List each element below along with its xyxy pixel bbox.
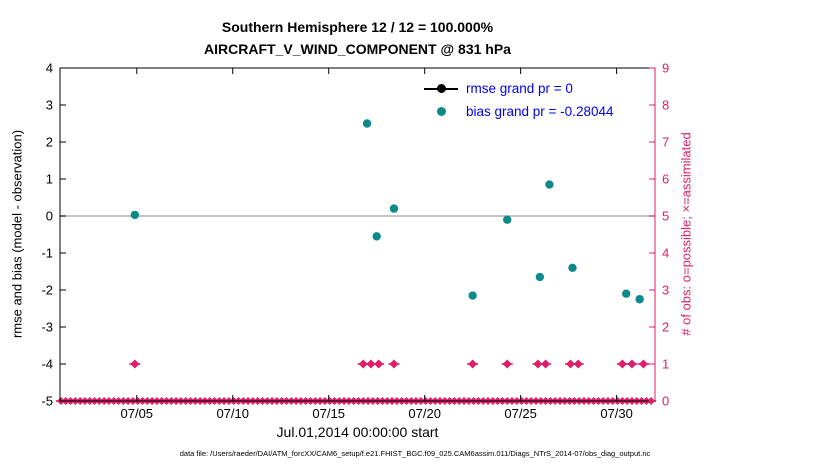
svg-text:5: 5 [662, 209, 669, 224]
svg-text:0: 0 [46, 209, 53, 224]
bias-dot-marker-icon [424, 107, 458, 117]
chart-subtitle: AIRCRAFT_V_WIND_COMPONENT @ 831 hPa [204, 41, 511, 57]
svg-text:07/15: 07/15 [312, 406, 345, 421]
legend-label-rmse: rmse grand pr = 0 [466, 81, 573, 96]
right-axis-label: # of obs: o=possible; ×=assimilated [678, 132, 694, 336]
right-axis-ticks: 0 1 2 3 4 5 6 7 8 9 [649, 61, 669, 409]
svg-text:-5: -5 [41, 394, 53, 409]
x-axis-label: Jul.01,2014 00:00:00 start [276, 424, 439, 440]
svg-text:3: 3 [46, 98, 53, 113]
svg-text:07/25: 07/25 [504, 406, 537, 421]
rmse-line-marker-icon [424, 84, 458, 94]
svg-text:9: 9 [662, 61, 669, 76]
svg-text:3: 3 [662, 283, 669, 298]
chart-title: Southern Hemisphere 12 / 12 = 100.000% [221, 19, 494, 35]
svg-text:-1: -1 [41, 246, 53, 261]
svg-text:2: 2 [46, 135, 53, 150]
left-axis-label: rmse and bias (model - observation) [9, 129, 25, 339]
bias-series [130, 119, 644, 304]
svg-text:-2: -2 [41, 283, 53, 298]
svg-text:07/20: 07/20 [408, 406, 441, 421]
svg-text:1: 1 [662, 357, 669, 372]
svg-text:4: 4 [46, 61, 53, 76]
obs-assimilated-series [129, 359, 649, 369]
svg-text:7: 7 [662, 135, 669, 150]
svg-text:07/10: 07/10 [216, 406, 249, 421]
legend-label-bias: bias grand pr = -0.28044 [466, 104, 614, 119]
svg-text:07/30: 07/30 [600, 406, 633, 421]
svg-text:8: 8 [662, 98, 669, 113]
left-axis-ticks: -5 -4 -3 -2 -1 0 1 2 3 4 [41, 61, 66, 409]
svg-text:07/05: 07/05 [121, 406, 154, 421]
plot-border [59, 67, 656, 402]
svg-text:0: 0 [662, 394, 669, 409]
svg-text:1: 1 [46, 172, 53, 187]
svg-text:4: 4 [662, 246, 669, 261]
legend: rmse grand pr = 0 bias grand pr = -0.280… [424, 77, 613, 123]
svg-text:6: 6 [662, 172, 669, 187]
legend-item-bias: bias grand pr = -0.28044 [424, 100, 613, 123]
legend-item-rmse: rmse grand pr = 0 [424, 77, 613, 100]
datafile-caption: data file: /Users/raeder/DAI/ATM_forcXX/… [179, 449, 651, 458]
svg-text:-4: -4 [41, 357, 53, 372]
x-axis-ticks: 07/05 07/10 07/15 07/20 07/25 07/30 [121, 68, 633, 421]
svg-text:-3: -3 [41, 320, 53, 335]
svg-text:2: 2 [662, 320, 669, 335]
